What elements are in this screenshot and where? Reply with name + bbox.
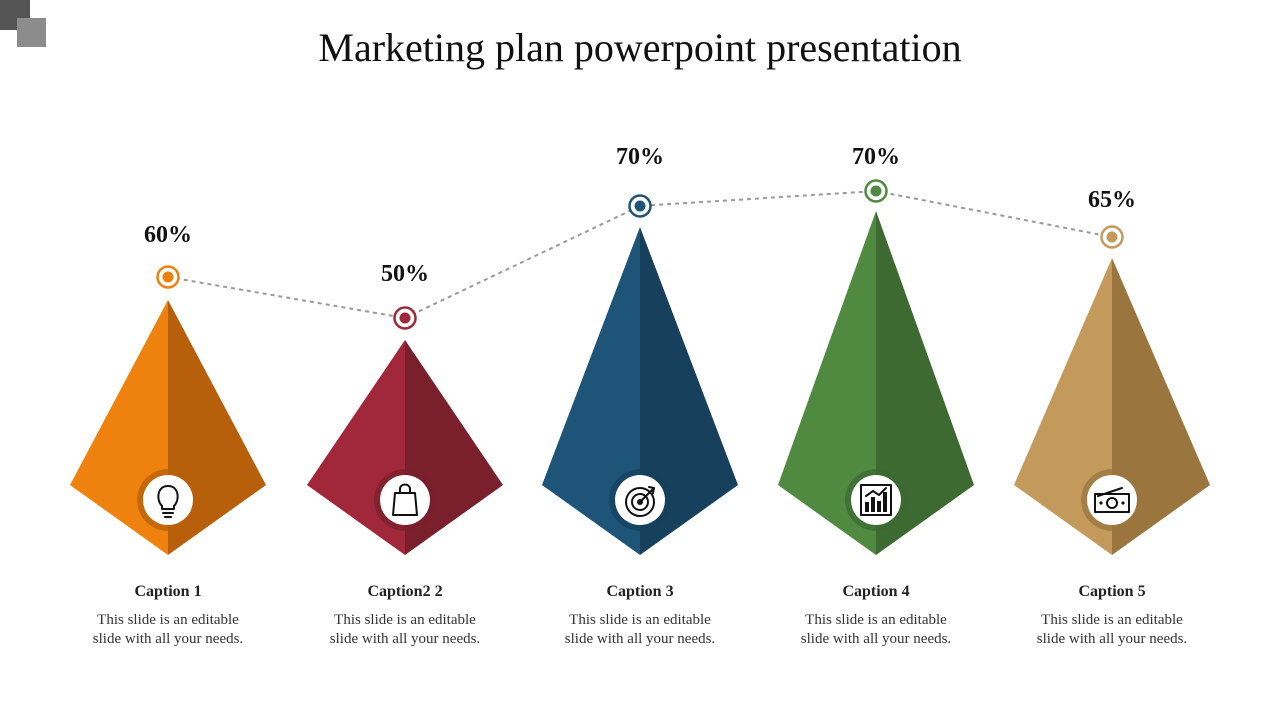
pyramid-right-face (876, 211, 974, 555)
caption-block-5: Caption 5 This slide is an editable slide … (1002, 583, 1222, 649)
caption-description-line: This slide is an editable (334, 612, 476, 628)
value-marker-dot (162, 271, 174, 283)
pyramid-left-face (542, 227, 640, 555)
value-marker-dot (870, 185, 882, 197)
trend-connector-line (167, 189, 1113, 320)
target-icon (625, 486, 655, 517)
percent-label: 70% (852, 144, 900, 170)
percent-label: 65% (1088, 187, 1136, 213)
pyramid-right-face (640, 227, 738, 555)
caption-title: Caption 5 (1078, 583, 1146, 600)
pyramid-left-face (1014, 258, 1112, 555)
icon-badge (851, 475, 901, 525)
caption-description-line: This slide is an editable (569, 612, 711, 628)
caption-description-line: slide with all your needs. (329, 631, 481, 647)
caption-title: Caption 1 (134, 583, 202, 600)
icon-badge (380, 475, 430, 525)
lightbulb-icon (157, 485, 179, 518)
pyramid-item-1: 60% (70, 222, 266, 555)
caption-description-line: slide with all your needs. (564, 631, 716, 647)
percent-label: 70% (616, 144, 664, 170)
pyramid-item-2: 50% (307, 261, 503, 555)
caption-description-line: This slide is an editable (805, 612, 947, 628)
caption-title: Caption 4 (842, 583, 910, 600)
caption-block-2: Caption2 2 This slide is an editable slide… (295, 583, 515, 649)
pyramid-item-5: 65% (1014, 187, 1210, 555)
slide-title: Marketing plan powerpoint presentation (318, 25, 962, 70)
caption-description-line: slide with all your needs. (800, 631, 952, 647)
value-marker-dot (634, 200, 646, 212)
value-marker-dot (399, 312, 411, 324)
caption-title: Caption 3 (606, 583, 674, 600)
pyramid-right-face (1112, 258, 1210, 555)
bar-chart-icon (860, 484, 892, 516)
pyramid-item-3: 70% (542, 144, 738, 555)
caption-description-line: slide with all your needs. (1036, 631, 1188, 647)
caption-block-1: Caption 1 This slide is an editable slide … (58, 583, 278, 649)
money-icon (1094, 487, 1130, 513)
caption-title: Caption2 2 (367, 583, 443, 600)
corner-decoration-light (17, 18, 46, 47)
pyramid-item-4: 70% (778, 144, 974, 555)
caption-block-4: Caption 4 This slide is an editable slide … (766, 583, 986, 649)
icon-badge (143, 475, 193, 525)
value-marker-dot (1106, 231, 1118, 243)
caption-description-line: This slide is an editable (97, 612, 239, 628)
percent-label: 60% (144, 222, 192, 248)
pyramid-left-face (778, 211, 876, 555)
caption-description-line: This slide is an editable (1041, 612, 1183, 628)
caption-description-line: slide with all your needs. (92, 631, 244, 647)
percent-label: 50% (381, 261, 429, 287)
shopping-bag-icon (392, 483, 418, 516)
caption-block-3: Caption 3 This slide is an editable slide … (530, 583, 750, 649)
